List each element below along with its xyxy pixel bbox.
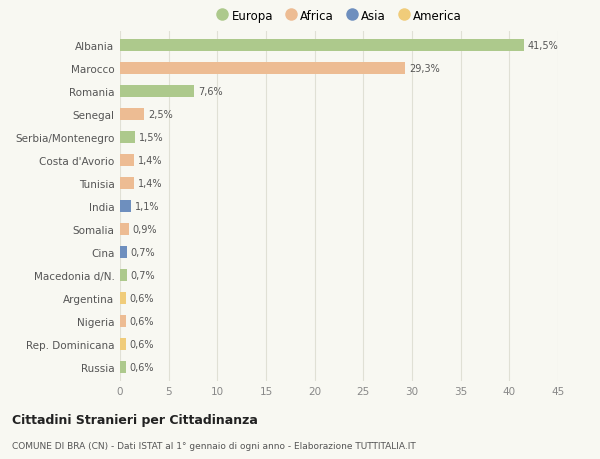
Text: 0,7%: 0,7%	[131, 270, 155, 280]
Bar	[120, 315, 126, 328]
Bar	[120, 200, 131, 213]
Text: COMUNE DI BRA (CN) - Dati ISTAT al 1° gennaio di ogni anno - Elaborazione TUTTIT: COMUNE DI BRA (CN) - Dati ISTAT al 1° ge…	[12, 441, 416, 450]
Bar	[120, 223, 129, 236]
Bar	[120, 177, 134, 190]
Bar	[120, 39, 524, 52]
Bar	[120, 85, 194, 98]
Bar	[120, 269, 127, 282]
Text: 1,1%: 1,1%	[134, 202, 159, 212]
Legend: Europa, Africa, Asia, America: Europa, Africa, Asia, America	[216, 10, 462, 23]
Text: 1,4%: 1,4%	[137, 156, 162, 166]
Text: 0,7%: 0,7%	[131, 247, 155, 257]
Text: 1,4%: 1,4%	[137, 179, 162, 189]
Bar	[120, 246, 127, 259]
Bar	[120, 62, 405, 75]
Text: 0,6%: 0,6%	[130, 293, 154, 303]
Bar	[120, 292, 126, 305]
Bar	[120, 131, 134, 144]
Bar	[120, 361, 126, 374]
Text: 0,6%: 0,6%	[130, 316, 154, 326]
Bar	[120, 154, 134, 167]
Text: 1,5%: 1,5%	[139, 133, 163, 143]
Text: 41,5%: 41,5%	[528, 41, 559, 51]
Text: 0,9%: 0,9%	[133, 224, 157, 235]
Bar	[120, 108, 145, 121]
Text: 0,6%: 0,6%	[130, 362, 154, 372]
Text: 2,5%: 2,5%	[148, 110, 173, 120]
Text: 29,3%: 29,3%	[409, 64, 440, 74]
Text: 7,6%: 7,6%	[198, 87, 223, 97]
Text: 0,6%: 0,6%	[130, 339, 154, 349]
Bar	[120, 338, 126, 351]
Text: Cittadini Stranieri per Cittadinanza: Cittadini Stranieri per Cittadinanza	[12, 413, 258, 426]
